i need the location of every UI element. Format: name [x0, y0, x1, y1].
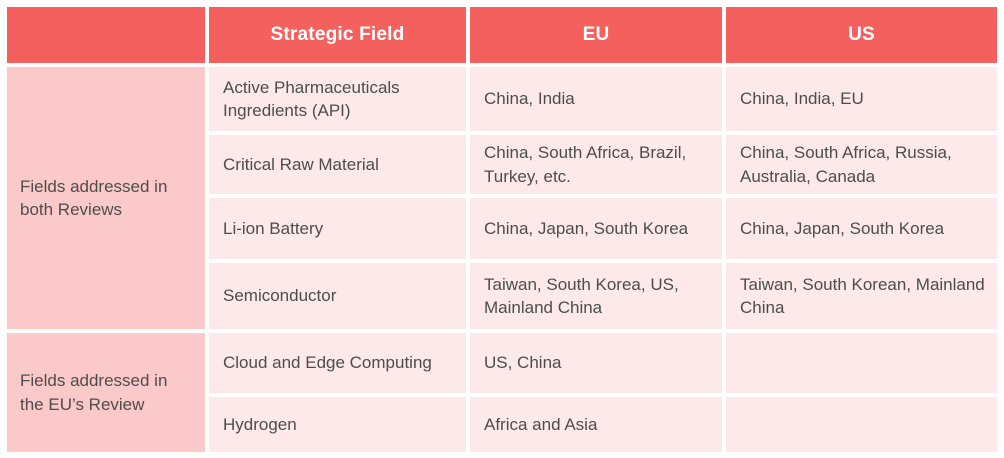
- us-cell-api: China, India, EU: [726, 67, 997, 131]
- table-row-semiconductor: Semiconductor Taiwan, South Korea, US, M…: [7, 263, 997, 329]
- field-cell-li-ion-battery: Li-ion Battery: [209, 198, 466, 259]
- eu-cell-api: China, India: [470, 67, 722, 131]
- strategic-fields-table: Strategic Field EU US Fields addressed i…: [3, 3, 1001, 456]
- header-eu: EU: [470, 7, 722, 63]
- row-group-eu-review: Fields addressed in the EU’s Review: [7, 333, 205, 452]
- field-cell-hydrogen: Hydrogen: [209, 397, 466, 452]
- eu-cell-critical-raw-material: China, South Africa, Brazil, Turkey, etc…: [470, 135, 722, 194]
- eu-cell-li-ion-battery: China, Japan, South Korea: [470, 198, 722, 259]
- table-row-api: Fields addressed in both Reviews Active …: [7, 67, 997, 329]
- row-group-both-reviews: Fields addressed in both Reviews: [7, 67, 205, 329]
- us-cell-hydrogen: [726, 397, 997, 452]
- header-us: US: [726, 7, 997, 63]
- us-cell-semiconductor: Taiwan, South Korean, Mainland China: [726, 263, 997, 329]
- field-cell-cloud-edge-computing: Cloud and Edge Computing: [209, 333, 466, 393]
- us-cell-li-ion-battery: China, Japan, South Korea: [726, 198, 997, 259]
- table-row-li-ion-battery: Li-ion Battery China, Japan, South Korea…: [7, 198, 997, 259]
- eu-cell-cloud-edge-computing: US, China: [470, 333, 722, 393]
- eu-cell-semiconductor: Taiwan, South Korea, US, Mainland China: [470, 263, 722, 329]
- field-cell-api: Active Pharmaceuticals Ingredients (API): [209, 67, 466, 131]
- us-cell-critical-raw-material: China, South Africa, Russia, Australia, …: [726, 135, 997, 194]
- table-row-critical-raw-material: Critical Raw Material China, South Afric…: [7, 135, 997, 194]
- header-corner-cell: [7, 7, 205, 63]
- us-cell-cloud-edge-computing: [726, 333, 997, 393]
- field-cell-critical-raw-material: Critical Raw Material: [209, 135, 466, 194]
- header-strategic-field: Strategic Field: [209, 7, 466, 63]
- table-row-cloud-edge-computing: Fields addressed in the EU’s Review Clou…: [7, 333, 997, 452]
- eu-cell-hydrogen: Africa and Asia: [470, 397, 722, 452]
- table-row-hydrogen: Hydrogen Africa and Asia: [7, 397, 997, 452]
- field-cell-semiconductor: Semiconductor: [209, 263, 466, 329]
- header-row: Strategic Field EU US: [7, 7, 997, 63]
